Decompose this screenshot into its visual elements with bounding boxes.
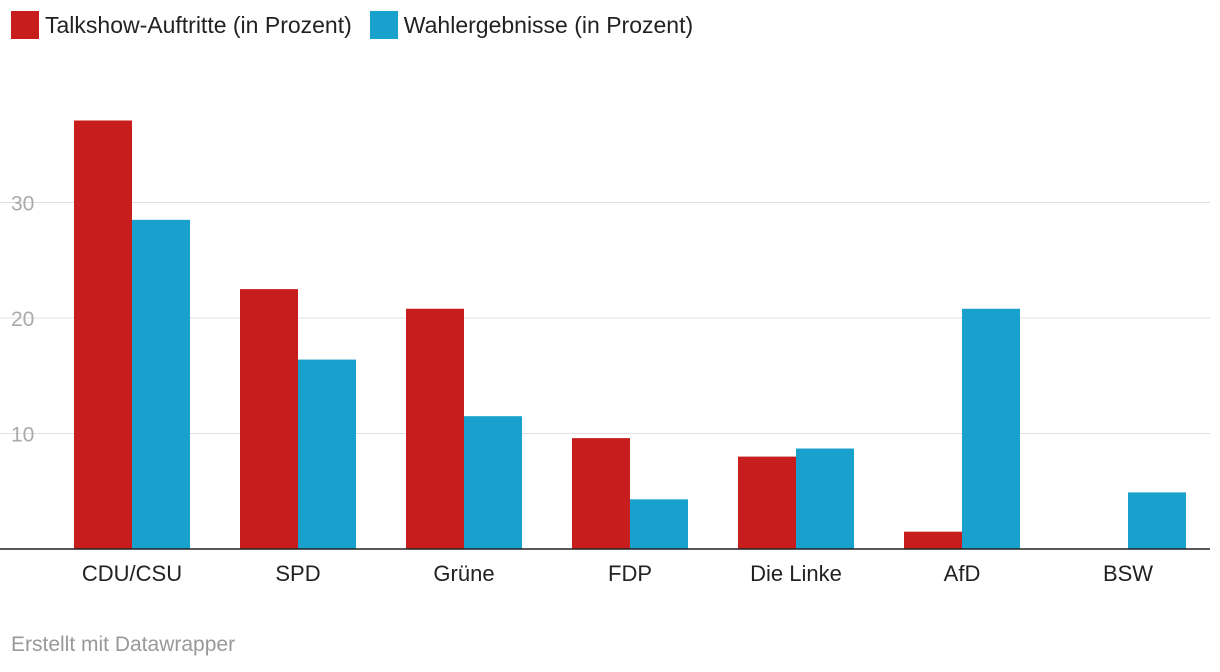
- x-tick-label-5: AfD: [944, 561, 981, 586]
- x-tick-label-4: Die Linke: [750, 561, 842, 586]
- legend-label-talkshow: Talkshow-Auftritte (in Prozent): [45, 11, 352, 38]
- y-tick-label-20: 20: [11, 308, 34, 331]
- bar-wahl-3: [630, 499, 688, 549]
- legend-label-wahl: Wahlergebnisse (in Prozent): [403, 11, 694, 38]
- legend-item-talkshow: Talkshow-Auftritte (in Prozent): [11, 11, 352, 39]
- x-tick-label-1: SPD: [275, 561, 320, 586]
- bar-wahl-5: [962, 308, 1020, 549]
- x-tick-label-0: CDU/CSU: [82, 561, 182, 586]
- bar-talkshow-0: [74, 120, 132, 550]
- footer-credit: Erstellt mit Datawrapper: [11, 633, 236, 656]
- bar-wahl-6: [1128, 492, 1186, 549]
- bar-wahl-4: [796, 448, 854, 549]
- x-tick-label-2: Grüne: [433, 561, 494, 586]
- bar-talkshow-5: [904, 531, 962, 549]
- legend-swatch-talkshow: [11, 11, 39, 39]
- chart-legend: Talkshow-Auftritte (in Prozent) Wahlerge…: [11, 11, 693, 39]
- y-tick-label-30: 30: [11, 193, 34, 216]
- x-tick-label-6: BSW: [1103, 561, 1153, 586]
- legend-swatch-wahl: [369, 11, 398, 39]
- x-tick-label-3: FDP: [608, 561, 652, 586]
- bar-wahl-2: [464, 416, 522, 549]
- bar-talkshow-2: [406, 308, 464, 549]
- bar-wahl-1: [298, 359, 356, 549]
- y-tick-label-10: 10: [11, 424, 34, 447]
- bar-talkshow-3: [572, 438, 630, 549]
- bar-talkshow-1: [240, 289, 298, 549]
- legend-item-wahl: Wahlergebnisse (in Prozent): [369, 11, 694, 39]
- bar-talkshow-4: [738, 456, 796, 549]
- bar-wahl-0: [132, 219, 190, 549]
